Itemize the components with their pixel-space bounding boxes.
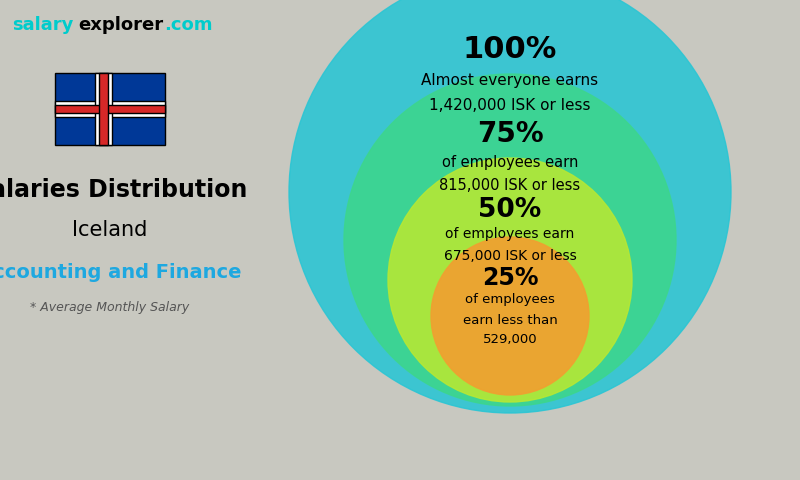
Text: Accounting and Finance: Accounting and Finance bbox=[0, 263, 242, 281]
Text: 25%: 25% bbox=[482, 266, 538, 290]
FancyBboxPatch shape bbox=[94, 73, 112, 145]
Text: of employees earn: of employees earn bbox=[446, 227, 574, 241]
Text: Iceland: Iceland bbox=[72, 220, 148, 240]
Circle shape bbox=[431, 237, 589, 395]
Text: .com: .com bbox=[164, 16, 213, 34]
Text: of employees earn: of employees earn bbox=[442, 155, 578, 169]
Text: Almost everyone earns: Almost everyone earns bbox=[422, 72, 598, 87]
Circle shape bbox=[388, 158, 632, 402]
Text: 75%: 75% bbox=[477, 120, 543, 148]
Text: of employees: of employees bbox=[465, 293, 555, 307]
Text: 815,000 ISK or less: 815,000 ISK or less bbox=[439, 178, 581, 192]
Text: 1,420,000 ISK or less: 1,420,000 ISK or less bbox=[430, 97, 590, 112]
Circle shape bbox=[289, 0, 731, 413]
Text: * Average Monthly Salary: * Average Monthly Salary bbox=[30, 301, 190, 314]
FancyBboxPatch shape bbox=[99, 73, 108, 145]
FancyBboxPatch shape bbox=[55, 105, 165, 113]
Text: 675,000 ISK or less: 675,000 ISK or less bbox=[444, 249, 576, 263]
Text: 50%: 50% bbox=[478, 197, 542, 223]
Text: salary: salary bbox=[12, 16, 74, 34]
Text: earn less than: earn less than bbox=[462, 313, 558, 326]
Text: 100%: 100% bbox=[463, 36, 557, 64]
FancyBboxPatch shape bbox=[55, 73, 165, 145]
Text: Salaries Distribution: Salaries Distribution bbox=[0, 178, 247, 202]
Text: 529,000: 529,000 bbox=[482, 334, 538, 347]
Text: explorer: explorer bbox=[78, 16, 163, 34]
Circle shape bbox=[344, 74, 676, 406]
FancyBboxPatch shape bbox=[55, 101, 165, 117]
